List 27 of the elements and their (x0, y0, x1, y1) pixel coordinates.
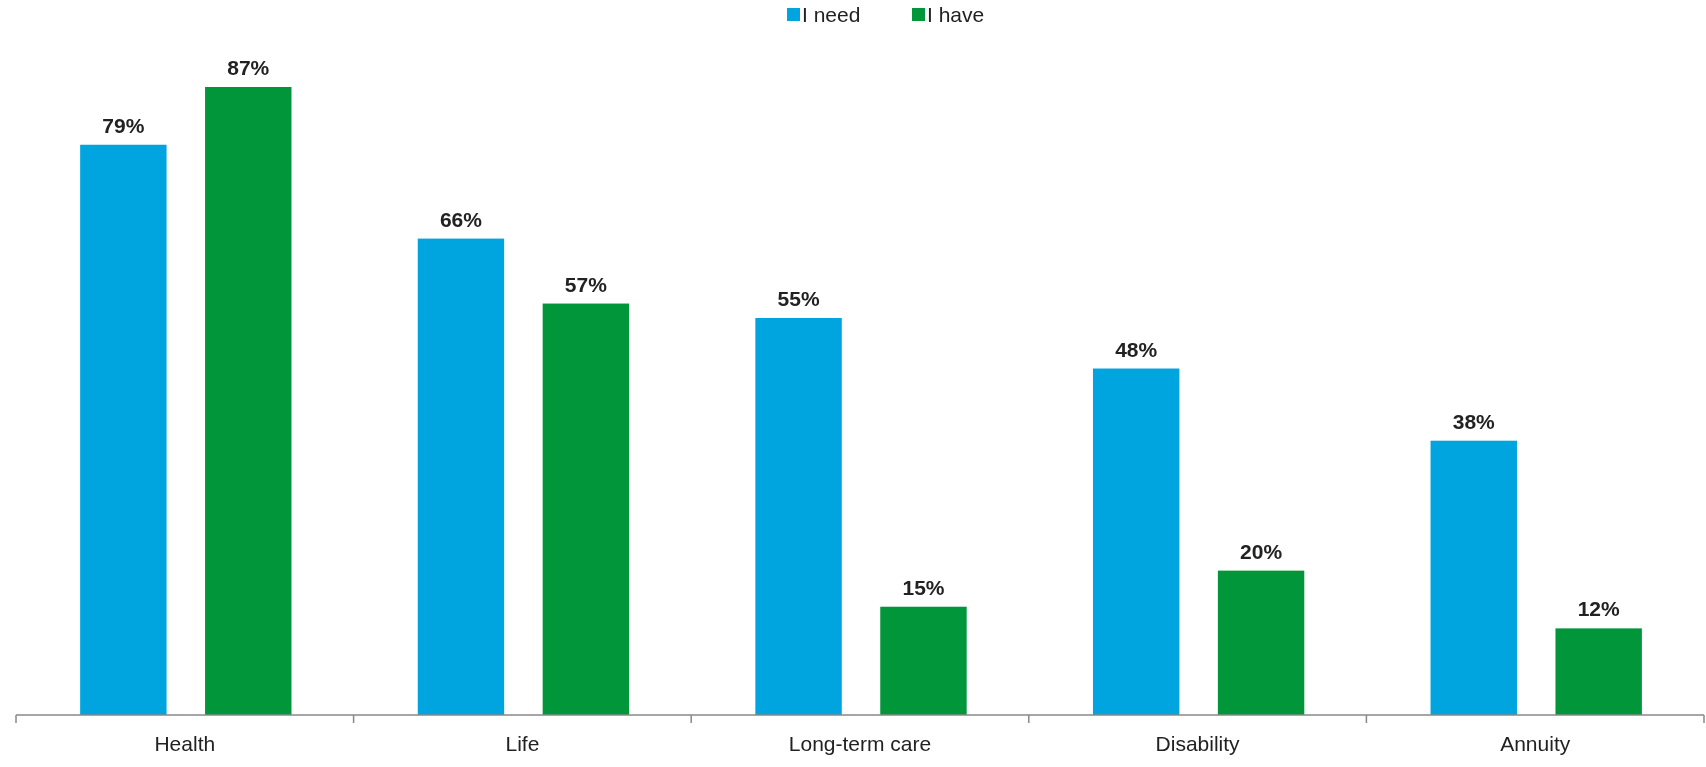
bar (205, 87, 292, 715)
bar (880, 606, 967, 715)
bar (1555, 628, 1642, 715)
data-label: 87% (227, 56, 270, 79)
data-label: 57% (564, 272, 608, 296)
bar (1217, 570, 1305, 715)
bar (417, 238, 505, 715)
legend-label: I have (927, 3, 985, 26)
x-tick-label: Long-term care (788, 732, 932, 755)
x-tick-label: Life (505, 732, 540, 755)
bar (755, 317, 842, 715)
x-tick-label: Health (154, 732, 216, 755)
data-label: 12% (1577, 597, 1621, 621)
bar (1092, 368, 1180, 715)
data-label: 48% (1115, 337, 1158, 361)
x-tick-label: Annuity (1500, 732, 1571, 755)
bar (80, 144, 167, 715)
data-label: 79% (102, 113, 145, 137)
x-tick-label: Disability (1155, 732, 1241, 755)
legend-label: I need (802, 3, 861, 26)
data-label: 38% (1452, 409, 1496, 433)
data-label: 15% (902, 575, 945, 599)
bar (1430, 440, 1517, 715)
bar (542, 303, 630, 715)
data-label: 20% (1240, 539, 1283, 563)
data-label: 55% (777, 286, 820, 310)
data-label: 66% (439, 207, 483, 231)
